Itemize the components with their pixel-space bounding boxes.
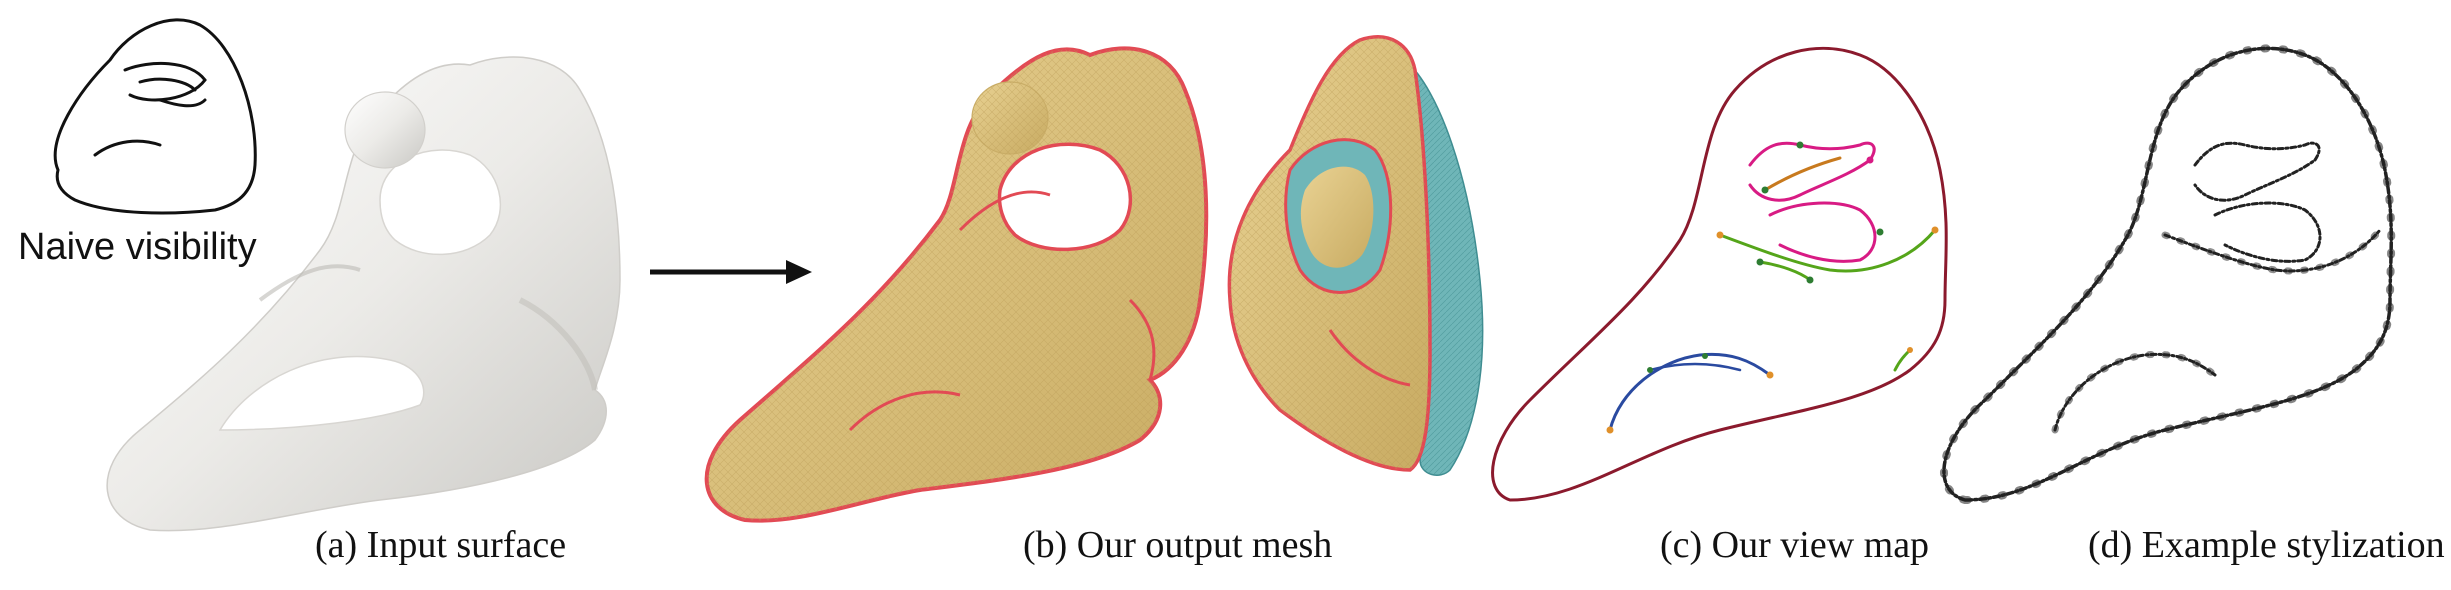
viewmap-green-curve [1718,228,1937,273]
naive-visibility-label: Naive visibility [18,226,257,268]
viewmap-blue-inner [1648,362,1742,372]
viewmap-right-tick [1893,348,1912,372]
output-mesh-side [1227,35,1484,476]
naive-visibility-sketch [53,18,257,215]
viewmap-junction-points [1606,141,1939,434]
caption-view-map: (c) Our view map [1660,524,1930,566]
panel-b-output-mesh [704,35,1484,523]
stylized-lower-loop [2213,201,2322,263]
caption-stylization: (d) Example stylization [2088,524,2445,566]
stylized-curl-accents [2051,226,2384,434]
caption-input-surface: (a) Input surface [315,524,567,566]
caption-output-mesh: (b) Our output mesh [1023,524,1333,566]
stylized-green-curve [2163,228,2382,273]
panel-a-input-surface [53,18,812,532]
panel-c-view-map [1491,46,1948,502]
viewmap-orange-stroke [1763,156,1842,192]
viewmap-blue-curve [1608,352,1772,432]
viewmap-outline [1491,46,1948,502]
viewmap-pink-lower [1768,201,1877,263]
viewmap-pink-upper [1748,141,1876,202]
input-surface-shape [106,56,621,532]
stylized-outline-curls [1940,44,2396,505]
stylized-upper-loop [2193,141,2321,202]
panel-d-stylization [1940,44,2396,505]
output-mesh-front [704,46,1209,523]
arrow-icon [650,260,812,284]
